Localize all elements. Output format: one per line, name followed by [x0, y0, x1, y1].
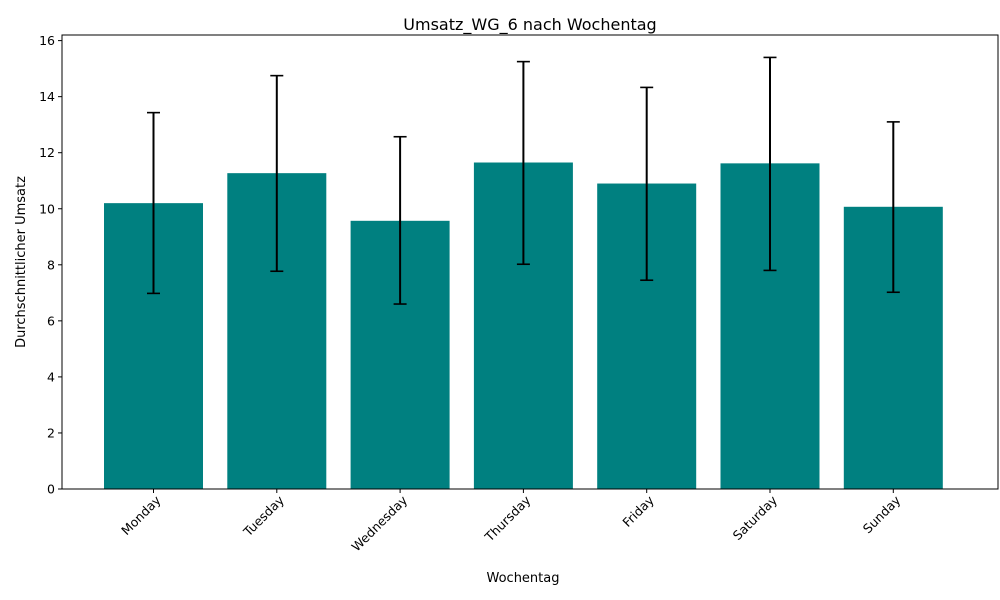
y-axis-ticks: 0 2 4 6 8 10 12 14 16 — [39, 33, 62, 497]
x-tick-label: Sunday — [860, 492, 904, 536]
y-tick-label: 6 — [47, 313, 55, 328]
x-tick-label: Friday — [619, 492, 657, 530]
y-tick-label: 8 — [47, 257, 55, 272]
y-tick-label: 0 — [47, 482, 55, 497]
y-tick-label: 12 — [39, 145, 55, 160]
x-tick-label: Saturday — [730, 492, 781, 543]
x-tick-label: Wednesday — [348, 492, 410, 554]
y-tick-label: 14 — [39, 89, 55, 104]
error-bars-group — [147, 56, 900, 305]
y-tick-label: 16 — [39, 33, 55, 48]
plot-frame — [61, 34, 999, 490]
y-tick-label: 2 — [47, 425, 55, 440]
x-tick-label: Tuesday — [240, 492, 288, 540]
x-tick-label: Monday — [118, 492, 164, 538]
y-tick-label: 10 — [39, 201, 55, 216]
chart-title: Umsatz_WG_6 nach Wochentag — [403, 15, 656, 35]
y-axis-label: Durchschnittlicher Umsatz — [14, 176, 29, 348]
y-tick-label: 4 — [47, 369, 55, 384]
x-axis-ticks: Monday Tuesday Wednesday Thursday Friday Satu… — [118, 489, 904, 554]
x-tick-label: Thursday — [481, 492, 534, 545]
x-axis-label: Wochentag — [487, 571, 560, 586]
